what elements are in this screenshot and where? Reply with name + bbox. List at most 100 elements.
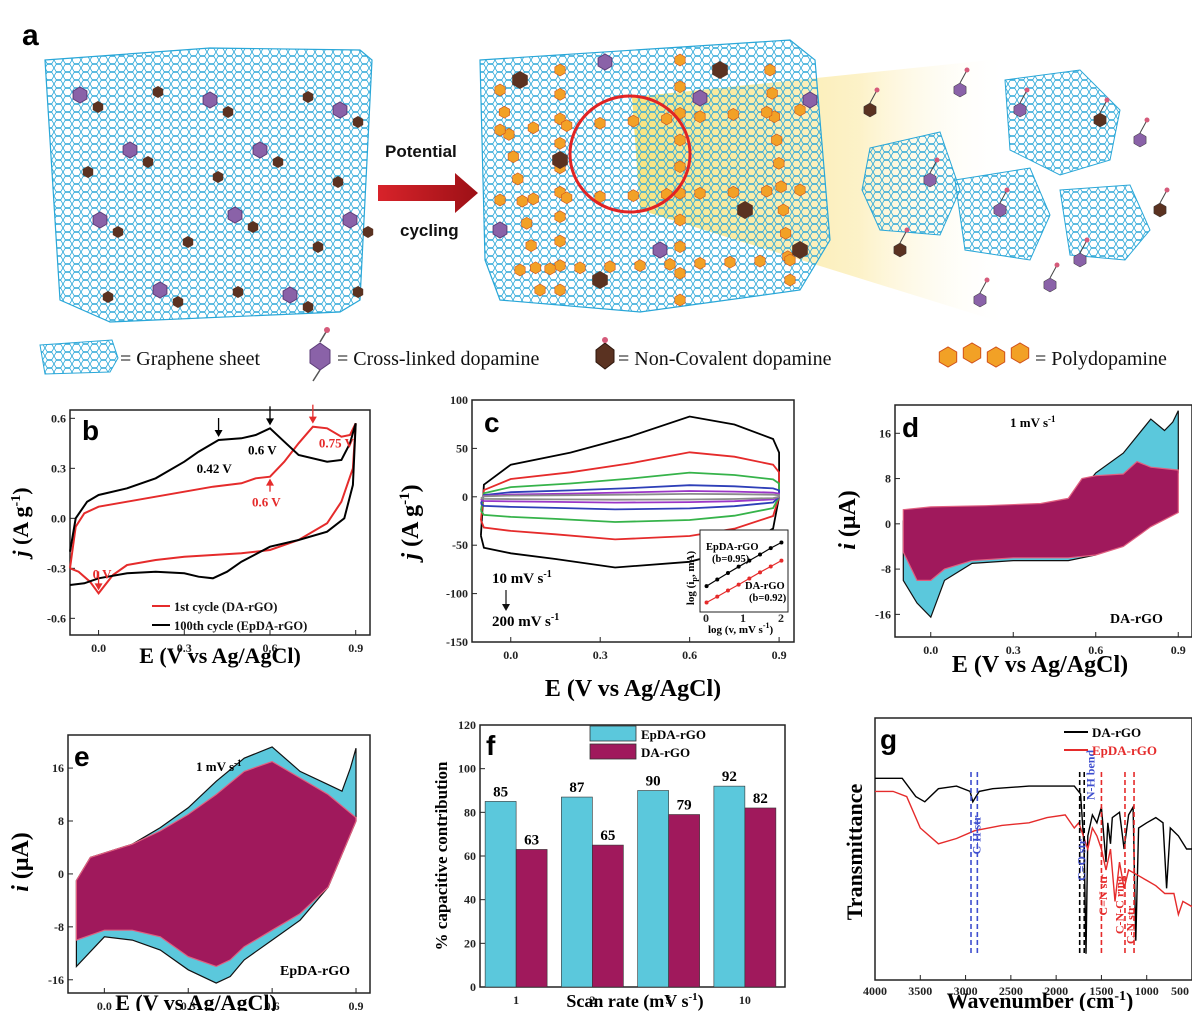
zoomed-molecules: [863, 67, 1170, 308]
y-tick-label: 8: [58, 814, 64, 828]
polydopamine-unit-icon: [674, 213, 686, 227]
noncovalent-dopamine-icon: [512, 71, 528, 89]
legend-series-2: DA-rGO: [641, 745, 690, 760]
polydopamine-unit-icon: [494, 193, 506, 207]
y-ticks: 100 50 0 -50 -100 -150: [446, 393, 477, 649]
bar-value-label: 85: [493, 784, 508, 800]
polydopamine-unit-icon: [561, 119, 573, 132]
bar-value-label: 90: [646, 774, 661, 790]
bond-line: [869, 91, 877, 104]
crosslinked-dopamine-icon: [973, 292, 987, 308]
bond-line: [959, 71, 967, 84]
inset-series-2-slope: (b=0.92): [749, 593, 787, 604]
scan-rate-title: 1 mV s-1: [196, 758, 242, 774]
capacitive-area: [75, 760, 357, 968]
y-tick-label: 50: [456, 441, 468, 455]
polydopamine-unit-icon: [498, 105, 510, 119]
noncovalent-dopamine-icon: [142, 156, 154, 168]
x-ticks: 0.0 0.3 0.6 0.9: [97, 988, 364, 1011]
cv-scan-rate-curves: [480, 415, 780, 569]
atom-dot: [1104, 97, 1110, 103]
peak-label: 0.42 V: [197, 461, 233, 476]
x-tick-label: 0.6: [682, 648, 697, 662]
inset-point: [704, 584, 709, 589]
zoom-circle: [568, 94, 692, 214]
crosslinked-dopamine-icon: [652, 241, 668, 259]
crosslinked-dopamine-icon: [1013, 102, 1027, 118]
y-tick-label: -16: [48, 973, 64, 987]
inset-fit-line: [706, 560, 782, 604]
atom-dot: [964, 67, 970, 73]
cv-curves: [69, 422, 357, 595]
inset-x-tick: 0: [703, 611, 709, 625]
panel-g-label: g: [880, 724, 897, 755]
noncovalent-dopamine-icon: [212, 171, 224, 183]
polydopamine-unit-icon: [724, 255, 736, 269]
panel-c: c 100 50 0 -50 -100 -150 0.0 0.3 0.6 0.9 10 mV s…: [397, 393, 795, 702]
noncovalent-dopamine-icon: [182, 236, 194, 248]
x-tick-label: 0.9: [772, 648, 787, 662]
bond-line: [1019, 91, 1027, 104]
x-axis-label: E (V vs Ag/AgCl): [139, 643, 301, 668]
atom-dot: [1084, 237, 1090, 243]
inset-point: [779, 540, 784, 545]
y-tick-label: 0: [885, 517, 891, 531]
panel-b-legend: 1st cycle (DA-rGO) 100th cycle (EpDA-rGO…: [152, 600, 307, 633]
noncovalent-dopamine-icon: [302, 301, 314, 313]
atom-dot: [1024, 87, 1030, 93]
bar-DA-rGO: [592, 844, 624, 988]
y-tick-label: 16: [52, 761, 64, 775]
bar-EpDA-rGO: [484, 801, 517, 988]
legend-series-1: DA-rGO: [1092, 725, 1141, 740]
noncovalent-dopamine-icon: [222, 106, 234, 118]
polydopamine-unit-icon: [534, 283, 546, 297]
y-tick-label: 120: [458, 718, 476, 732]
plot-frame: [69, 409, 371, 636]
crosslinked-dopamine-icon: [923, 172, 937, 188]
noncovalent-dopamine-icon: [1093, 112, 1107, 128]
bond-line: [929, 161, 937, 174]
legend-polydopamine: = Polydopamine: [1035, 348, 1167, 370]
crosslinked-dopamine-icon: [597, 53, 613, 71]
inset-series-1-name: EpDA-rGO: [706, 542, 759, 553]
x-tick-label: 0.0: [91, 641, 106, 655]
x-tick-label: 0.9: [349, 999, 364, 1011]
inset-x-tick: 2: [778, 611, 784, 625]
y-tick-label: 80: [464, 805, 476, 819]
polydopamine-unit-icon: [766, 86, 778, 100]
noncovalent-dopamine-icon: [232, 286, 244, 298]
polydopamine-unit-icon: [754, 254, 766, 268]
legend-crosslinked: = Cross-linked dopamine: [337, 348, 539, 370]
y-tick-label: 16: [879, 426, 891, 440]
panel-e: e 16 8 0 -8 -16 0.0 0.3 0.6 0.9 1 mV s-1 EpDA-r…: [8, 734, 371, 1011]
graphene-sheet-icon: [39, 339, 119, 375]
polydopamine-unit-icon: [780, 226, 792, 240]
peak-label: 0.6 V: [252, 495, 281, 510]
noncovalent-dopamine-icon: [362, 226, 374, 238]
band-label: C=O str: [1075, 838, 1089, 881]
x-tick-label: 0.9: [348, 641, 363, 655]
inset-point: [779, 558, 784, 563]
noncovalent-dopamine-icon: [272, 156, 284, 168]
polydopamine-unit-icon: [554, 136, 566, 150]
legend-series-1: 1st cycle (DA-rGO): [174, 600, 277, 614]
y-axis-label: % capacitive contribution: [432, 761, 451, 950]
atom-dot: [1054, 262, 1060, 268]
inset-point: [725, 588, 730, 593]
polydopamine-unit-icon: [794, 103, 806, 117]
scan-rate-labels: 10 mV s-1 200 mV s-1: [492, 569, 559, 630]
peak-arrowhead: [266, 478, 274, 486]
inset-x-label: log (v, mV s-1): [708, 621, 773, 636]
legend-series-2: EpDA-rGO: [1092, 743, 1157, 758]
bar-value-label: 63: [524, 832, 539, 848]
panel-c-label: c: [484, 407, 500, 438]
bar-value-label: 92: [722, 769, 737, 785]
x-tick-label: 0.0: [923, 643, 938, 657]
crosslinked-dopamine-icon: [342, 211, 358, 229]
polydopamine-unit-icon: [544, 262, 556, 276]
atom-dot: [1164, 187, 1170, 193]
y-tick-label: -8: [881, 562, 891, 576]
peak-annotations: 0.42 V 0.6 V 0.75 V 0.6 V 0 V: [93, 404, 355, 591]
